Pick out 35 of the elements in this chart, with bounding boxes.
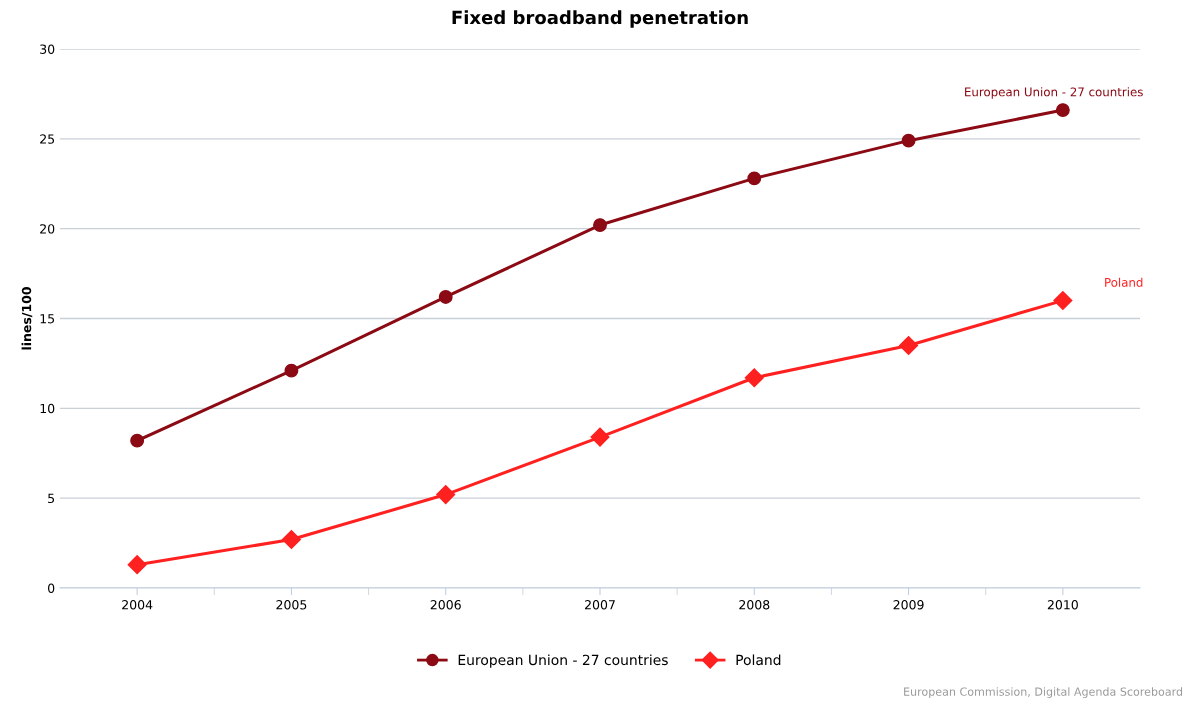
x-tick-label: 2008 bbox=[739, 600, 770, 610]
point bbox=[901, 133, 916, 148]
point bbox=[747, 171, 762, 186]
legend-label: Poland bbox=[736, 654, 781, 666]
x-tick-label: 2004 bbox=[122, 600, 153, 610]
point bbox=[744, 368, 764, 388]
y-tick-label: 0 bbox=[48, 583, 55, 593]
text: European Union - 27 countries bbox=[965, 87, 1143, 99]
point bbox=[593, 218, 607, 233]
x-tick-label: 2006 bbox=[430, 600, 461, 610]
y-tick-label: 15 bbox=[40, 314, 55, 324]
y-tick-label: 30 bbox=[40, 44, 55, 54]
x-tick-label: 2007 bbox=[585, 600, 615, 610]
x-tick-label: 2010 bbox=[1047, 600, 1078, 610]
point bbox=[284, 363, 299, 378]
point bbox=[436, 485, 456, 505]
x-tick-label: 2005 bbox=[276, 600, 307, 610]
y-axis-title: lines/100 bbox=[21, 287, 33, 350]
y-tick-label: 25 bbox=[40, 134, 55, 144]
point bbox=[590, 427, 610, 447]
point bbox=[281, 529, 301, 550]
point bbox=[1055, 103, 1070, 118]
x-tick-label: 2009 bbox=[893, 600, 924, 610]
point bbox=[899, 335, 919, 355]
point bbox=[1053, 290, 1073, 311]
chart-title: Fixed broadband penetration bbox=[452, 10, 748, 28]
text: Poland bbox=[1105, 277, 1143, 287]
point bbox=[130, 433, 145, 448]
legend-label: European Union - 27 countries bbox=[458, 654, 668, 668]
point bbox=[127, 555, 147, 575]
text: European Commission, Digital Agenda Scoreboard bbox=[904, 687, 1183, 698]
y-tick-label: 5 bbox=[48, 493, 55, 504]
point bbox=[438, 289, 453, 304]
y-tick-label: 20 bbox=[40, 224, 55, 234]
y-tick-label: 10 bbox=[40, 403, 55, 414]
